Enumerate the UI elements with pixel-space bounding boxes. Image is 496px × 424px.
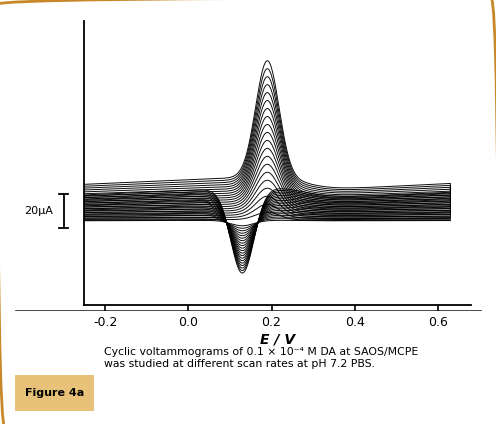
Text: Figure 4a: Figure 4a — [25, 388, 84, 399]
Text: Cyclic voltammograms of 0.1 × 10⁻⁴ M DA at SAOS/MCPE
was studied at different sc: Cyclic voltammograms of 0.1 × 10⁻⁴ M DA … — [104, 348, 419, 369]
X-axis label: E / V: E / V — [260, 333, 295, 347]
Text: 20μA: 20μA — [24, 206, 53, 215]
